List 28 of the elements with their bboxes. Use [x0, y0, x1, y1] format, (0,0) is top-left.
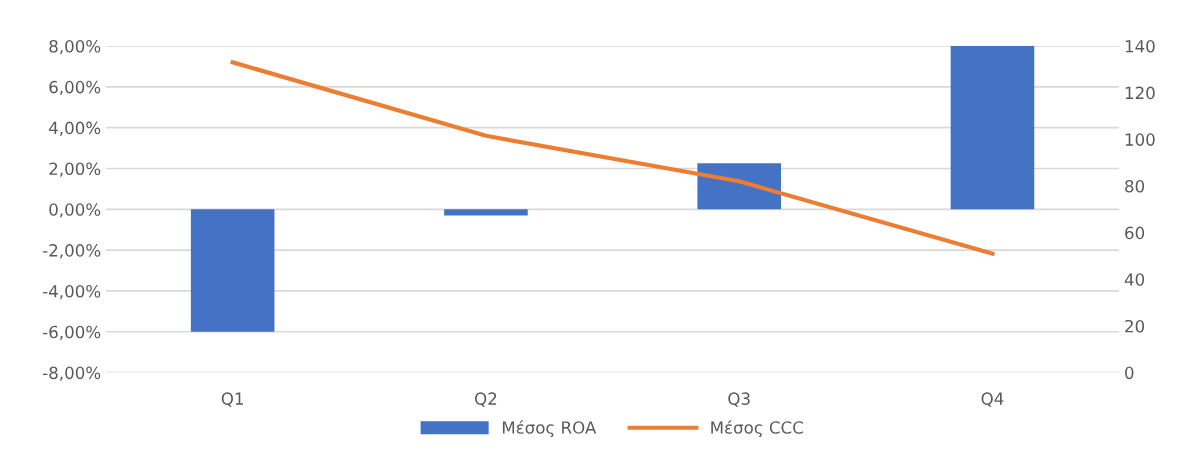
bar [950, 46, 1035, 210]
line-series [230, 60, 995, 256]
y-tick-label: -6,00% [43, 325, 101, 341]
y2-tick-label: 40 [1124, 273, 1145, 286]
bar [444, 209, 528, 216]
y2-tick-label: 20 [1125, 319, 1145, 333]
y-tick-label: 4,00% [49, 121, 101, 136]
y2-tick-label: 100 [1125, 133, 1155, 146]
legend-label: Μέσος CCC [711, 420, 803, 438]
y-tick-label: -4,00% [43, 284, 101, 300]
y-tick-label: 0,00% [49, 203, 101, 218]
y-tick-label: 8,00% [49, 39, 101, 55]
y-tick-label: 6,00% [49, 80, 101, 96]
y2-tick-label: 60 [1125, 226, 1145, 240]
bar [190, 209, 275, 332]
bar [697, 163, 781, 210]
y2-tick-label: 120 [1125, 86, 1155, 100]
y-tick-label: -2,00% [43, 244, 101, 259]
y2-tick-label: 0 [1125, 366, 1134, 380]
y-tick-label: 2,00% [49, 162, 101, 177]
x-tick-label: Q3 [728, 392, 750, 407]
x-tick-label: Q4 [981, 392, 1004, 407]
x-tick-label: Q1 [221, 392, 243, 407]
legend-label: Μέσος ROA [502, 420, 597, 438]
y2-tick-label: 140 [1125, 39, 1155, 53]
y-tick-label: -8,00% [43, 366, 101, 381]
y2-tick-label: 80 [1125, 179, 1145, 193]
x-tick-label: Q2 [475, 392, 497, 407]
